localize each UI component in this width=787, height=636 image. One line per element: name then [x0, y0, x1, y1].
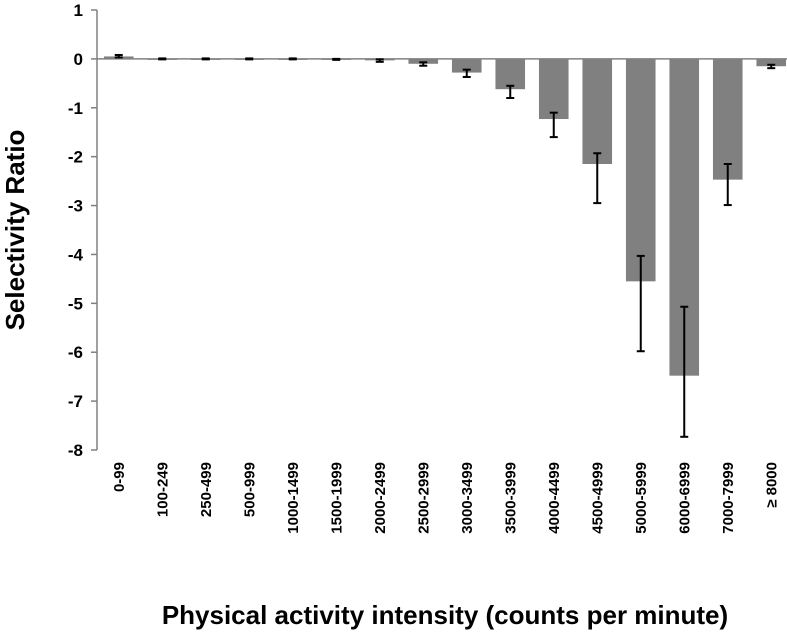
bar [538, 58, 569, 120]
y-tick-label: -7 [68, 392, 83, 411]
y-tick-label: -8 [68, 441, 83, 460]
category-label: 250-499 [198, 462, 215, 517]
y-tick-label: 0 [74, 50, 83, 69]
category-labels: 0-99 100-249 250-499 500-999 1000-1499 1500-1… [111, 462, 781, 534]
category-label: 4500-4999 [589, 462, 606, 534]
category-label: ≥ 8000 [763, 462, 780, 508]
category-label: 6000-6999 [676, 462, 693, 534]
y-tick-label: 1 [74, 1, 83, 20]
bar [582, 58, 613, 165]
category-label: 3500-3999 [502, 462, 519, 534]
y-tick-label: -4 [68, 245, 84, 264]
category-label: 1000-1499 [285, 462, 302, 534]
x-axis-label: Physical activity intensity (counts per … [162, 600, 728, 630]
y-tick-label: -6 [68, 343, 83, 362]
category-label: 1500-1999 [328, 462, 345, 534]
bar [495, 58, 526, 90]
category-label: 4000-4499 [546, 462, 563, 534]
bar [625, 58, 656, 282]
category-label: 2000-2499 [372, 462, 389, 534]
y-tick-label: -1 [68, 99, 83, 118]
error-bars [114, 53, 776, 438]
y-tick-label: -2 [68, 148, 83, 167]
bar [712, 58, 743, 180]
y-tick-label: -3 [68, 197, 83, 216]
category-label: 100-249 [154, 462, 171, 517]
y-axis-label: Selectivity Ratio [0, 130, 30, 331]
category-label: 5000-5999 [633, 462, 650, 534]
category-label: 0-99 [111, 462, 128, 492]
category-label: 500-999 [241, 462, 258, 517]
y-tick-label: -5 [68, 294, 83, 313]
bar [451, 58, 482, 73]
category-label: 7000-7999 [720, 462, 737, 534]
bar [756, 58, 787, 67]
category-label: 3000-3499 [459, 462, 476, 534]
category-label: 2500-2999 [415, 462, 432, 534]
y-axis: 1 0 -1 -2 -3 -4 -5 -6 -7 -8 [68, 1, 98, 460]
